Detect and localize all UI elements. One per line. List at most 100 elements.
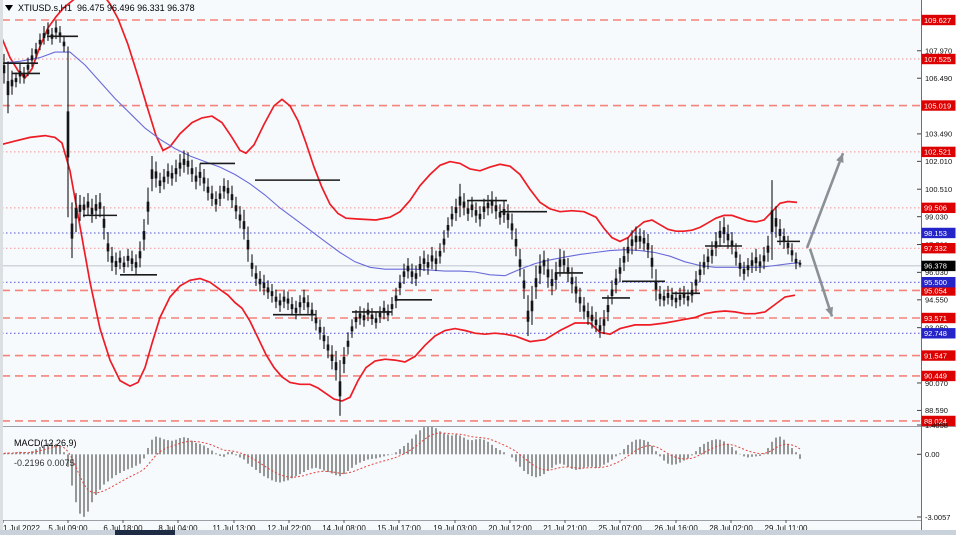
time-tick-label: 15 Jul 17:00: [377, 524, 421, 533]
candle-body: [254, 273, 258, 279]
candle-body: [586, 311, 590, 318]
candle-body: [498, 212, 502, 218]
horizontal-scrollbar[interactable]: [0, 530, 956, 535]
candle-body: [250, 262, 254, 269]
candle-body: [126, 255, 130, 261]
candle-body: [658, 293, 662, 300]
time-tick-label: 28 Jul 02:00: [709, 524, 753, 533]
candle-body: [278, 300, 282, 306]
candle-body: [86, 201, 90, 208]
price-flag-text: 91.547: [924, 351, 947, 360]
candle-body: [666, 292, 670, 298]
chart-menu-icon[interactable]: [5, 5, 13, 11]
candle-body: [66, 111, 70, 158]
candle-body: [98, 202, 102, 209]
up-arrow-head: [836, 153, 844, 163]
candle-body: [674, 297, 678, 303]
candle-body: [94, 204, 98, 211]
candle-body: [670, 294, 674, 300]
candle-body: [362, 315, 366, 321]
time-tick-label: 25 Jul 07:00: [598, 524, 642, 533]
candle-body: [738, 262, 742, 269]
candle-body: [614, 278, 618, 285]
candle-body: [538, 265, 542, 274]
candle-body: [262, 282, 266, 289]
lower-band-line: [2, 134, 796, 402]
price-tick-label: 88.590: [925, 406, 948, 415]
candle-body: [750, 260, 754, 266]
trend-projection-arrows: [805, 152, 845, 317]
candle-body: [134, 262, 138, 268]
candle-body: [534, 278, 538, 288]
time-tick-label: 6 Jul 18:00: [103, 524, 143, 533]
candle-body: [718, 230, 722, 238]
price-flag-label: [921, 202, 956, 214]
candle-body: [190, 168, 194, 175]
candle-body: [770, 210, 774, 232]
scrollbar-thumb[interactable]: [115, 530, 175, 535]
price-flag-text: 97.332: [924, 244, 947, 253]
candle-body: [218, 193, 222, 199]
candle-body: [394, 295, 398, 302]
candle-body: [390, 304, 394, 310]
candle-body: [766, 245, 770, 253]
candle-body: [474, 210, 478, 216]
price-flag-label: [921, 242, 956, 254]
candle-body: [178, 162, 182, 169]
candle-body: [38, 39, 42, 45]
candle-body: [446, 224, 450, 231]
candle-body: [338, 381, 342, 397]
price-tick-label: 96.030: [925, 268, 948, 277]
candle-body: [182, 158, 186, 165]
candle-body: [462, 201, 466, 208]
price-tick-label: 102.010: [925, 157, 952, 166]
candle-body: [130, 258, 134, 264]
candle-body: [318, 327, 322, 333]
candle-body: [626, 246, 630, 254]
candle-body: [342, 357, 346, 365]
macd-indicator-label: MACD(12,26,9) -0.2196 0.0075: [4, 428, 77, 478]
candle-body: [466, 208, 470, 214]
candle-body: [146, 201, 150, 212]
macd-scale-label: 0.00: [925, 450, 940, 459]
candle-body: [306, 302, 310, 308]
candle-body: [758, 261, 762, 267]
candle-body: [410, 271, 414, 277]
candle-body: [374, 318, 378, 323]
candle-body: [514, 238, 518, 247]
candle-body: [170, 173, 174, 179]
candle-body: [610, 289, 614, 297]
time-tick-label: 20 Jul 12:00: [488, 524, 532, 533]
candle-body: [42, 33, 46, 39]
candle-body: [638, 236, 642, 242]
time-tick-label: 11 Jul 13:00: [213, 524, 257, 533]
price-flag-label: [921, 100, 956, 111]
time-axis[interactable]: 1 Jul 2022 5 Jul 09:00 6 Jul 18:00 8 Jul 04…: [2, 520, 808, 533]
candle-body: [102, 218, 106, 228]
price-flag-label: [921, 370, 956, 382]
candle-body: [478, 213, 482, 220]
up-arrow-shaft[interactable]: [805, 152, 845, 249]
candle-body: [422, 258, 426, 264]
window-left-edge: [0, 0, 3, 530]
price-axis[interactable]: 107.970 106.490 103.490 102.010 100.510 99.03…: [917, 14, 956, 522]
price-tick-label: 94.550: [925, 296, 948, 305]
candle-body: [490, 199, 494, 206]
price-flag-text: 95.054: [924, 286, 947, 295]
price-flag-text: 93.571: [924, 314, 947, 323]
candle-body: [438, 250, 442, 257]
candle-body: [730, 240, 734, 247]
main-price-panel[interactable]: [0, 0, 921, 422]
candle-body: [570, 277, 574, 285]
candle-body: [242, 221, 246, 230]
candle-body: [602, 319, 606, 326]
down-arrow-shaft[interactable]: [808, 248, 834, 317]
candle-body: [294, 307, 298, 313]
candle-body: [630, 239, 634, 246]
price-flag-label: [921, 53, 956, 65]
time-tick-label: 14 Jul 08:00: [322, 524, 366, 533]
candle-body: [734, 251, 738, 258]
time-tick-label: 12 Jul 22:00: [267, 524, 311, 533]
macd-panel[interactable]: [3, 425, 801, 517]
